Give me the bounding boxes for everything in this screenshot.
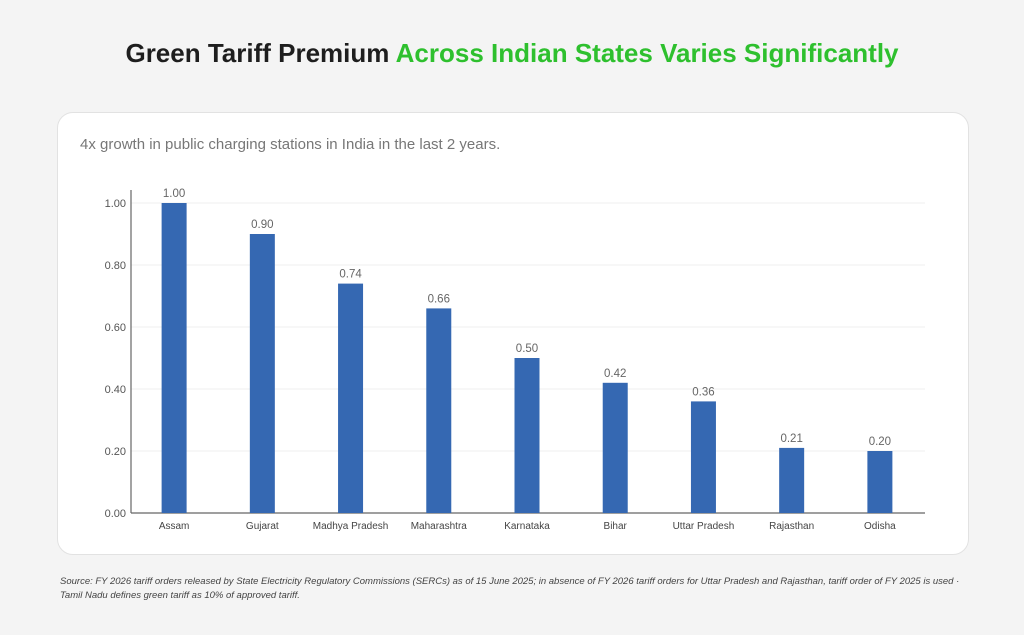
y-tick-label: 0.40: [105, 384, 126, 396]
bar: [602, 382, 628, 513]
bar: [426, 308, 452, 513]
bar: [779, 447, 805, 513]
x-tick-label: Karnataka: [504, 521, 550, 532]
x-tick-label: Uttar Pradesh: [673, 521, 735, 532]
bar: [249, 234, 275, 513]
x-tick-label: Bihar: [604, 521, 628, 532]
data-label: 0.42: [604, 368, 626, 380]
x-tick-label: Rajasthan: [769, 521, 814, 532]
data-label: 0.20: [869, 436, 891, 448]
data-label: 0.74: [339, 269, 362, 281]
data-label: 0.66: [428, 293, 450, 305]
data-label: 0.90: [251, 219, 273, 231]
data-label: 0.50: [516, 343, 538, 355]
chart-subtitle: 4x growth in public charging stations in…: [80, 136, 501, 153]
page-title: Green Tariff Premium Across Indian State…: [0, 38, 1024, 69]
x-tick-label: Madhya Pradesh: [313, 521, 389, 532]
y-tick-label: 0.60: [105, 322, 126, 334]
x-tick-label: Assam: [159, 521, 190, 532]
y-tick-label: 1.00: [105, 198, 126, 210]
data-label: 1.00: [163, 188, 185, 200]
bar: [514, 358, 540, 513]
x-tick-label: Odisha: [864, 521, 896, 532]
bar: [338, 283, 364, 513]
y-tick-label: 0.20: [105, 446, 126, 458]
title-highlight-part: Across Indian States Varies Significantl…: [395, 38, 899, 68]
x-tick-label: Gujarat: [246, 521, 279, 532]
bar: [690, 401, 716, 513]
bar: [161, 203, 187, 513]
y-tick-label: 0.00: [105, 508, 126, 520]
chart-card: [57, 112, 969, 555]
y-tick-label: 0.80: [105, 260, 126, 272]
bar: [867, 451, 893, 513]
data-label: 0.21: [780, 433, 802, 445]
x-tick-label: Maharashtra: [411, 521, 468, 532]
title-dark-part: Green Tariff Premium: [125, 38, 396, 68]
data-label: 0.36: [692, 386, 714, 398]
source-note: Source: FY 2026 tariff orders released b…: [60, 576, 960, 601]
